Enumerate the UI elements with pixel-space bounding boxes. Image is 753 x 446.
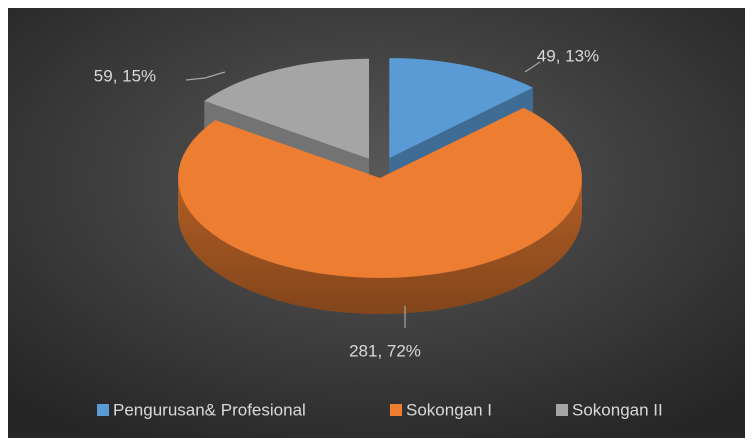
slice-side-shade (178, 178, 582, 314)
data-label: 281, 72% (349, 341, 421, 360)
legend-label: Sokongan II (572, 400, 663, 419)
pie (178, 58, 582, 314)
data-label: 59, 15% (94, 66, 156, 85)
slice (389, 58, 533, 159)
leader-lines (185, 61, 541, 328)
data-label: 49, 13% (537, 46, 599, 65)
legend: Pengurusan& Profesional Sokongan I Sokonga… (97, 400, 663, 419)
data-labels: 49, 13% 281, 72% 59, 15% (94, 46, 599, 360)
legend-label: Pengurusan& Profesional (113, 400, 306, 419)
legend-swatch (97, 404, 109, 416)
leader-line (524, 61, 541, 73)
slice (204, 58, 369, 159)
legend-swatch (556, 404, 568, 416)
legend-label: Sokongan I (406, 400, 492, 419)
legend-swatch (390, 404, 402, 416)
slice (178, 107, 582, 278)
leader-line (185, 71, 226, 81)
